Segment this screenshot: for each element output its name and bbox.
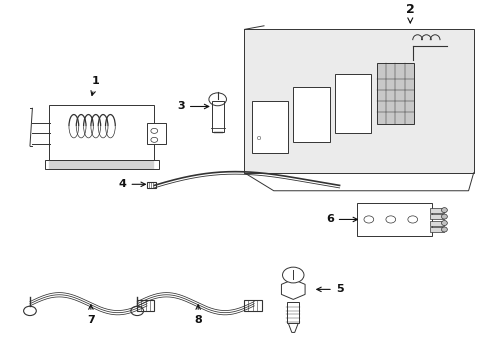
Bar [244,30,473,173]
Text: 2: 2 [405,3,414,23]
Ellipse shape [441,227,447,232]
Bar [429,208,444,213]
Bar [244,300,261,311]
Bar [376,63,413,125]
Bar [429,221,444,226]
Text: 7: 7 [87,305,95,325]
Bar [211,101,223,132]
Polygon shape [281,279,305,300]
Circle shape [282,267,304,283]
Bar [429,227,444,232]
Polygon shape [288,323,298,332]
Bar [49,105,154,160]
Text: 4: 4 [119,179,145,189]
Text: 6: 6 [325,215,357,224]
Bar [251,101,288,153]
Bar [147,182,156,188]
Text: 8: 8 [194,305,202,325]
Text: 5: 5 [316,284,343,294]
Text: 1: 1 [91,76,100,95]
Bar [287,302,299,323]
Text: 3: 3 [177,102,208,112]
Polygon shape [44,160,159,169]
Bar [293,87,329,142]
Bar [429,214,444,219]
Bar [334,74,370,134]
Ellipse shape [441,208,447,213]
Text: O: O [257,136,261,141]
Ellipse shape [441,214,447,219]
Bar [137,300,154,311]
Bar [356,203,431,235]
Bar [147,123,166,144]
Ellipse shape [441,221,447,226]
